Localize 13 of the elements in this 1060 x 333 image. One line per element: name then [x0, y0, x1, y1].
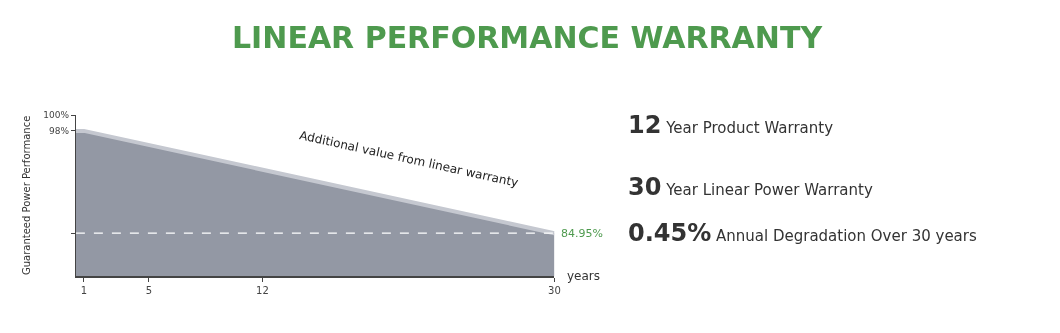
y-axis-title: Guaranteed Power Performance: [20, 115, 32, 276]
text: 12 Year Product Warranty: [628, 111, 834, 139]
x-tick-label: 12: [256, 284, 269, 296]
ref-line-label: 84.95%: [561, 227, 603, 240]
x-axis-title: years: [567, 269, 601, 283]
text: 0.45% Annual Degradation Over 30 years: [628, 219, 977, 247]
y-tick-label: 98%: [49, 126, 70, 137]
x-tick-label: 5: [145, 284, 153, 296]
chart-title: LINEAR PERFORMANCE WARRANTY: [232, 20, 824, 55]
x-tick-label: 1: [80, 284, 88, 296]
text: 30 Year Linear Power Warranty: [628, 173, 873, 201]
x-tick-label: 30: [548, 284, 561, 296]
y-tick-label: 100%: [43, 110, 70, 121]
